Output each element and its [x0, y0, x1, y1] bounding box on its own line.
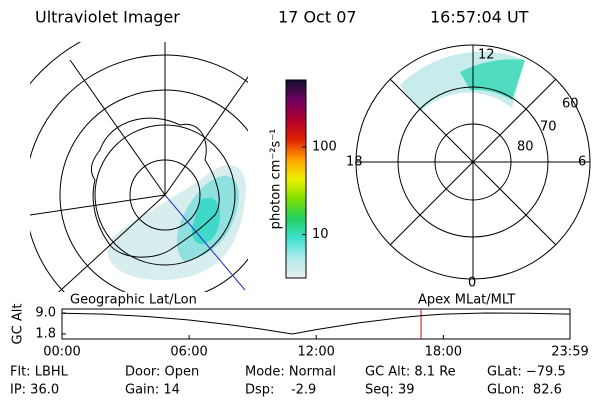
mlt-panel-label: Apex MLat/MLT [418, 293, 515, 308]
info-field: GLon: 82.6 [487, 383, 562, 398]
colorbar: 10 100 photon cm⁻²s⁻¹ [269, 79, 337, 279]
mlt-label: 6 [578, 155, 586, 170]
geo-label: Geographic Lat/Lon [70, 293, 197, 308]
info-field: Seq: 39 [365, 383, 415, 398]
mlat-label: 70 [540, 120, 557, 135]
info-field: Mode: Normal [245, 365, 336, 380]
info-field: Dsp: -2.9 [245, 383, 316, 398]
mlat-label: 80 [517, 140, 534, 155]
mlt-label: 12 [478, 48, 495, 63]
colorbar-tick-label: 100 [312, 139, 337, 154]
altitude-line [61, 312, 571, 335]
mlt-grid [355, 44, 591, 280]
y-tick-label: 9.0 [35, 306, 56, 321]
x-tick-label: 18:00 [425, 345, 462, 360]
y-tick-label: 1.8 [35, 327, 56, 342]
colorbar-tick-label: 10 [312, 227, 329, 242]
date: 17 Oct 07 [278, 8, 357, 27]
altitude-plot: 1.8 9.0 00:00 06:00 12:00 18:00 23:59 GC Alt [11, 304, 589, 360]
y-axis-label: GC Alt [11, 304, 26, 345]
info-field: GLat: −79.5 [487, 365, 566, 380]
geo-image [30, 42, 248, 292]
mlat-label: 60 [562, 97, 579, 112]
colorbar-label: photon cm⁻²s⁻¹ [269, 129, 284, 230]
x-tick-label: 12:00 [297, 345, 334, 360]
info-field: GC Alt: 8.1 Re [365, 365, 456, 380]
info-field: Flt: LBHL [10, 365, 69, 380]
mlt-label: 0 [468, 276, 476, 291]
x-tick-label: 23:59 [551, 345, 588, 360]
title: Ultraviolet Imager [35, 8, 180, 27]
x-tick-label: 00:00 [43, 345, 80, 360]
info-field: IP: 36.0 [10, 383, 59, 398]
colorbar-scale [285, 79, 307, 279]
info-panel: Flt: LBHL Door: Open Mode: Normal GC Alt: 8… [10, 365, 566, 398]
mlt-label: 18 [346, 155, 363, 170]
time: 16:57:04 UT [430, 8, 529, 27]
info-field: Door: Open [125, 365, 199, 380]
x-tick-label: 06:00 [170, 345, 207, 360]
info-field: Gain: 14 [125, 383, 180, 398]
